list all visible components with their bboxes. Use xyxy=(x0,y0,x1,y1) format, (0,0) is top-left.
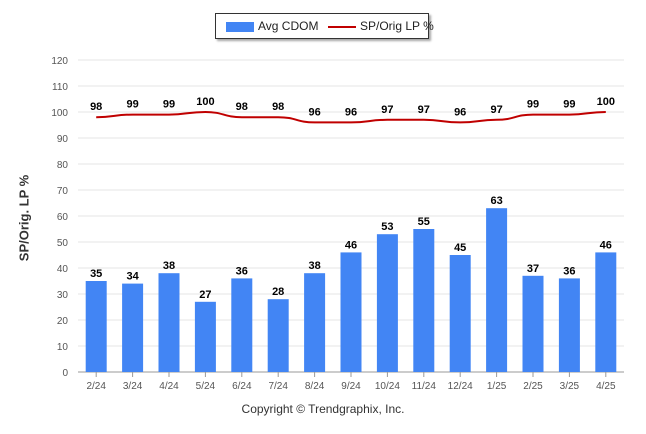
bar-data-label: 36 xyxy=(563,265,575,277)
bar xyxy=(194,301,216,372)
x-tick-label: 6/24 xyxy=(232,381,252,392)
legend-swatch-line xyxy=(328,26,356,28)
bar-data-label: 55 xyxy=(418,216,430,228)
line-data-label: 97 xyxy=(381,104,393,116)
line-data-label: 97 xyxy=(490,104,502,116)
bar-data-label: 28 xyxy=(272,286,284,298)
x-tick-label: 2/24 xyxy=(86,381,106,392)
y-tick-label: 90 xyxy=(57,134,69,145)
bar xyxy=(340,252,362,372)
line-data-label: 99 xyxy=(527,99,539,111)
bar-data-label: 38 xyxy=(163,260,175,272)
x-tick-label: 7/24 xyxy=(268,381,288,392)
bar xyxy=(486,208,508,372)
bar-data-label: 37 xyxy=(527,263,539,275)
line-data-label: 97 xyxy=(418,104,430,116)
bar xyxy=(231,278,253,372)
line-data-label: 100 xyxy=(597,96,615,108)
line-data-label: 96 xyxy=(454,106,466,118)
bar xyxy=(122,283,144,372)
bar xyxy=(449,255,471,372)
x-tick-label: 4/24 xyxy=(159,381,179,392)
bar-data-label: 46 xyxy=(345,239,357,251)
bar-data-label: 45 xyxy=(454,242,466,254)
y-tick-label: 110 xyxy=(52,82,68,93)
x-tick-label: 2/25 xyxy=(523,381,543,392)
x-tick-label: 11/24 xyxy=(412,381,437,392)
copyright-text: Copyright © Trendgraphix, Inc. xyxy=(241,402,405,416)
bar-data-label: 38 xyxy=(308,260,320,272)
bar-data-label: 46 xyxy=(600,239,612,251)
legend: Avg CDOM SP/Orig LP % xyxy=(215,13,434,39)
x-tick-label: 9/24 xyxy=(341,381,361,392)
x-tick-label: 8/24 xyxy=(305,381,325,392)
bar-data-label: 36 xyxy=(236,265,248,277)
bar xyxy=(558,278,580,372)
bar xyxy=(522,275,544,372)
bar-data-label: 34 xyxy=(126,271,139,283)
legend-label-line: SP/Orig LP % xyxy=(360,19,434,33)
line-series-path xyxy=(96,110,606,124)
x-tick-label: 5/24 xyxy=(196,381,216,392)
line-data-label: 98 xyxy=(272,101,284,113)
bar-data-label: 53 xyxy=(381,221,393,233)
line-data-label: 99 xyxy=(163,99,175,111)
y-tick-label: 70 xyxy=(57,186,69,197)
line-data-label: 98 xyxy=(236,101,248,113)
legend-swatch-bar xyxy=(226,22,254,32)
bar-data-label: 27 xyxy=(199,289,211,301)
y-tick-label: 120 xyxy=(51,56,68,67)
line-data-label: 99 xyxy=(563,99,575,111)
y-tick-label: 0 xyxy=(62,368,68,379)
y-tick-label: 30 xyxy=(57,290,69,301)
legend-label-bars: Avg CDOM xyxy=(258,19,319,33)
bar xyxy=(413,229,435,372)
y-tick-label: 20 xyxy=(57,316,69,327)
bar xyxy=(304,273,326,372)
x-tick-label: 3/24 xyxy=(123,381,143,392)
bar xyxy=(267,299,289,372)
line-data-label: 99 xyxy=(126,99,138,111)
y-tick-label: 60 xyxy=(57,212,69,223)
y-tick-label: 50 xyxy=(57,238,69,249)
x-tick-label: 1/25 xyxy=(487,381,507,392)
line-data-label: 100 xyxy=(196,96,214,108)
x-tick-label: 12/24 xyxy=(448,381,473,392)
line-data-label: 96 xyxy=(345,106,357,118)
line-data-label: 98 xyxy=(90,101,102,113)
y-tick-label: 80 xyxy=(57,160,69,171)
y-tick-label: 100 xyxy=(51,108,68,119)
bar xyxy=(85,281,107,372)
bar xyxy=(376,234,398,372)
x-tick-label: 4/25 xyxy=(596,381,616,392)
bar-data-label: 63 xyxy=(490,195,502,207)
bar-data-label: 35 xyxy=(90,268,102,280)
y-tick-label: 10 xyxy=(57,342,69,353)
bar xyxy=(595,252,617,372)
bar xyxy=(158,273,180,372)
x-tick-label: 3/25 xyxy=(560,381,580,392)
y-tick-label: 40 xyxy=(57,264,69,275)
line-data-label: 96 xyxy=(308,106,320,118)
x-tick-label: 10/24 xyxy=(375,381,400,392)
